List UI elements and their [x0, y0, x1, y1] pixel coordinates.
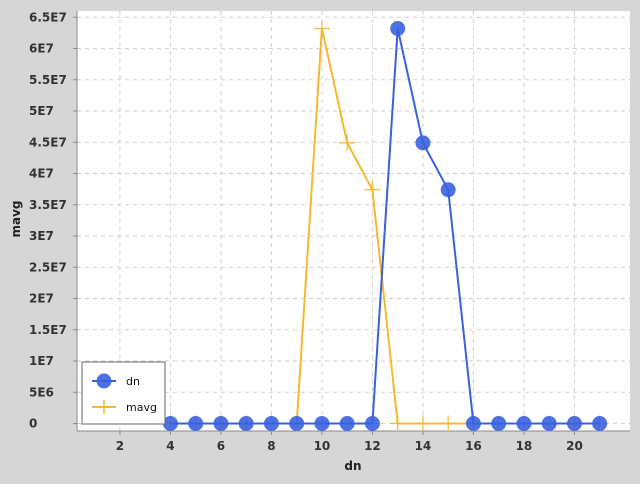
data-point-dn: [390, 21, 406, 36]
data-point-dn: [516, 416, 532, 431]
y-tick-label: 1.5E7: [29, 323, 67, 337]
y-tick-label: 5E7: [29, 104, 54, 118]
series-dn: [162, 21, 608, 431]
y-tick-label: 4.5E7: [29, 135, 67, 149]
x-tick-label: 4: [166, 439, 174, 453]
data-point-mavg: [313, 20, 330, 37]
data-point-dn: [491, 416, 507, 431]
data-point-dn: [188, 416, 204, 431]
y-tick-label: 6E7: [29, 42, 54, 56]
x-tick-label: 6: [217, 439, 225, 453]
legend-label-dn: dn: [126, 375, 140, 388]
data-point-dn: [314, 416, 330, 431]
y-tick-label: 5.5E7: [29, 73, 67, 87]
y-tick-label: 0: [29, 417, 37, 431]
data-point-dn: [566, 416, 582, 431]
data-point-dn: [263, 416, 279, 431]
data-point-mavg: [414, 415, 431, 432]
y-tick-label: 4E7: [29, 167, 54, 181]
legend-box: [81, 361, 166, 425]
y-axis-title: mavg: [9, 200, 23, 237]
data-point-dn: [465, 416, 481, 431]
data-point-dn: [339, 416, 355, 431]
y-axis-ticks: 0 5E6 1E7 1.5E7 2E7 2.5E7 3E7 3.5E7 4E7 4.5E7 5E7 5…: [29, 10, 77, 431]
x-tick-label: 14: [415, 439, 432, 453]
legend-label-mavg: mavg: [126, 401, 157, 414]
x-axis-title: dn: [344, 459, 361, 473]
data-point-dn: [162, 416, 178, 431]
y-tick-label: 1E7: [29, 354, 54, 368]
data-point-dn: [213, 416, 229, 431]
x-tick-label: 16: [465, 439, 482, 453]
x-tick-label: 10: [314, 439, 331, 453]
y-tick-label: 2.5E7: [29, 260, 67, 274]
data-point-mavg: [339, 134, 356, 151]
x-axis-ticks: 2 4 6 8 10 12 14 16 18 20: [116, 431, 583, 453]
data-point-dn: [541, 416, 557, 431]
data-point-dn: [440, 182, 456, 198]
plot-area: [77, 11, 630, 431]
data-point-dn: [364, 416, 380, 431]
y-tick-label: 3.5E7: [29, 198, 67, 212]
x-tick-label: 18: [516, 439, 533, 453]
data-point-dn: [289, 416, 305, 431]
data-point-mavg: [389, 415, 406, 432]
data-point-dn: [415, 135, 431, 151]
data-point-mavg: [440, 415, 457, 432]
x-tick-label: 20: [566, 439, 583, 453]
y-tick-label: 6.5E7: [29, 10, 67, 24]
grid: [77, 11, 630, 431]
y-tick-label: 3E7: [29, 229, 54, 243]
y-tick-label: 2E7: [29, 292, 54, 306]
data-point-dn: [592, 416, 608, 431]
x-tick-label: 12: [364, 439, 381, 453]
data-point-dn: [238, 416, 254, 431]
legend-marker-dn: [96, 373, 112, 389]
legend: dn mavg: [81, 361, 166, 425]
series: [162, 20, 608, 432]
y-tick-label: 5E6: [29, 385, 54, 399]
data-point-mavg: [364, 181, 381, 198]
x-tick-label: 8: [267, 439, 275, 453]
x-tick-label: 2: [116, 439, 124, 453]
